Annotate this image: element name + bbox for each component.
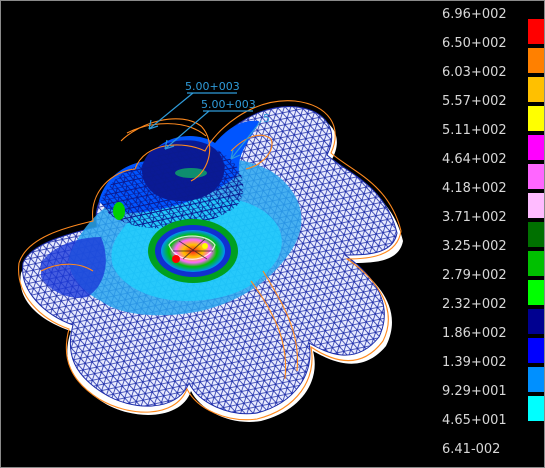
green-spot-2 [175,168,207,178]
legend-label: 3.25+002 [442,239,507,254]
legend-row: 2.79+002 [441,266,544,305]
legend-row: 6.50+002 [441,34,544,73]
legend-swatch [528,19,544,44]
legend-row: 1.86+002 [441,324,544,363]
legend-swatch [528,106,544,131]
deformed-outline [18,100,402,421]
legend-label: 4.18+002 [442,181,507,196]
legend-row: 4.65+001 [441,411,544,440]
legend-label: 5.57+002 [442,94,507,109]
hotspot-red [172,255,180,263]
legend-label: 5.11+002 [442,123,507,138]
legend-swatch [528,48,544,73]
legend-row: 5.57+002 [441,92,544,131]
legend-swatch [528,77,544,102]
legend-row: 6.41-002 [441,440,544,467]
color-legend: 6.96+002 6.50+002 6.03+002 5.57+002 5.11… [441,1,544,467]
dimension-label-1: 5.00+003 [185,80,240,93]
legend-swatch [528,164,544,189]
legend-row: 5.11+002 [441,121,544,160]
legend-label: 1.39+002 [442,355,507,370]
legend-label: 3.71+002 [442,210,507,225]
legend-label: 1.86+002 [442,326,507,341]
legend-label: 2.32+002 [442,297,507,312]
legend-swatch [528,367,544,392]
legend-label: 2.79+002 [442,268,507,283]
legend-swatch [528,396,544,421]
hotspot-detail [168,235,216,260]
legend-swatch [528,338,544,363]
legend-swatch [528,222,544,247]
dimension-label-3: 5 [263,112,270,125]
legend-label: 9.29+001 [442,384,507,399]
hotspot-detail-2 [173,238,213,260]
legend-row: 2.32+002 [441,295,544,334]
legend-row: 3.25+002 [441,237,544,276]
legend-row: 6.96+002 [441,5,544,44]
legend-swatch [528,251,544,276]
legend-row: 3.71+002 [441,208,544,247]
dimension-label-2: 5.00+003 [201,98,256,111]
dimension-arrows [148,92,262,160]
legend-label: 6.96+002 [442,7,507,22]
legend-swatch [528,135,544,160]
legend-row: 4.18+002 [441,179,544,218]
legend-label: 4.65+001 [442,413,507,428]
legend-row: 4.64+002 [441,150,544,189]
legend-label: 6.03+002 [442,65,507,80]
legend-row: 9.29+001 [441,382,544,421]
field-blue-left [41,237,106,298]
legend-row: 1.39+002 [441,353,544,392]
hotspot-yellow [202,243,208,249]
legend-label: 6.50+002 [442,36,507,51]
green-spot [113,202,125,220]
legend-swatch [528,280,544,305]
legend-label: 6.41-002 [442,442,501,457]
legend-swatch [528,193,544,218]
legend-swatch [528,309,544,334]
field-navy-mesh [101,141,244,229]
legend-row: 6.03+002 [441,63,544,102]
legend-label: 4.64+002 [442,152,507,167]
